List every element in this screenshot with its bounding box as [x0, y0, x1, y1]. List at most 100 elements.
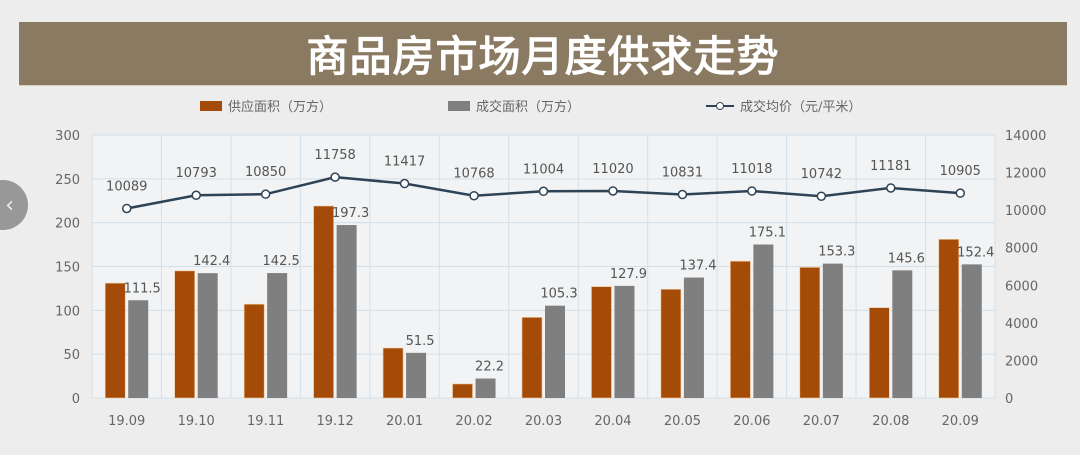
price-marker [469, 190, 479, 201]
x-axis-tick: 19.10 [178, 414, 215, 429]
price-marker [747, 186, 757, 196]
supply-bar [313, 205, 334, 399]
deal-bar [267, 273, 288, 398]
supply-bar [938, 239, 960, 399]
deal-bar [128, 300, 149, 398]
deal-bar [475, 378, 496, 398]
price-marker [955, 188, 966, 198]
right-axis-tick: 14000 [1005, 129, 1046, 144]
line-marker-icon [706, 100, 734, 112]
x-axis-tick: 20.05 [664, 414, 701, 429]
deal-bar [197, 273, 218, 398]
deal-data-label: 105.3 [540, 287, 577, 302]
supply-bar [521, 317, 543, 399]
legend-item-price: 成交均价（元/平米） [706, 96, 861, 115]
supply-bar [660, 288, 682, 399]
deal-data-label: 175.1 [749, 225, 786, 240]
x-axis-tick: 20.02 [455, 414, 492, 429]
deal-data-label: 137.4 [679, 259, 716, 274]
price-data-label: 11004 [523, 162, 564, 177]
right-axis-tick: 0 [1005, 392, 1013, 407]
price-data-label: 10793 [176, 166, 217, 181]
chart-legend: 供应面积（万方） 成交面积（万方） 成交均价（元/平米） [0, 96, 1080, 120]
deal-bar [892, 270, 913, 398]
price-data-label: 10850 [245, 165, 286, 180]
deal-bar [614, 285, 635, 398]
supply-bar [869, 307, 890, 399]
x-axis-tick: 19.09 [108, 414, 145, 429]
right-axis-tick: 10000 [1005, 204, 1046, 219]
price-marker [538, 186, 549, 197]
legend-label-deal: 成交面积（万方） [476, 100, 581, 115]
deal-data-label: 51.5 [406, 334, 435, 349]
left-axis-tick: 300 [55, 129, 80, 144]
deal-bar [753, 244, 774, 398]
supply-bar [730, 260, 751, 399]
x-axis-tick: 20.08 [872, 414, 909, 429]
legend-label-price: 成交均价（元/平米） [740, 100, 862, 115]
supply-swatch-icon [200, 100, 222, 111]
x-axis-tick: 20.04 [594, 414, 631, 429]
price-data-label: 11758 [314, 148, 355, 163]
price-data-label: 10831 [662, 166, 703, 181]
price-marker [608, 186, 618, 196]
price-marker [886, 183, 896, 193]
supply-bar [382, 347, 404, 399]
deal-data-label: 142.5 [263, 254, 300, 269]
deal-bar [336, 225, 357, 398]
deal-data-label: 153.3 [818, 245, 855, 260]
deal-bar [961, 264, 982, 398]
price-marker [330, 172, 340, 182]
x-axis-tick: 20.07 [803, 414, 840, 429]
x-axis-tick: 20.03 [525, 414, 562, 429]
price-marker [191, 190, 201, 200]
left-axis-tick: 0 [72, 392, 80, 407]
supply-bar [799, 267, 821, 399]
price-marker [260, 189, 271, 199]
right-axis-tick: 6000 [1005, 279, 1038, 294]
price-data-label: 11020 [592, 162, 633, 177]
price-marker [816, 191, 827, 201]
chart-title-banner: 商品房市场月度供求走势 [19, 22, 1067, 85]
deal-data-label: 197.3 [332, 206, 369, 221]
deal-bar [683, 277, 704, 398]
deal-data-label: 111.5 [124, 281, 161, 296]
supply-bar [174, 270, 195, 399]
price-data-label: 11018 [731, 162, 772, 177]
deal-bar [545, 305, 565, 398]
deal-data-label: 127.9 [610, 267, 647, 282]
x-axis-tick: 19.12 [317, 414, 354, 429]
deal-data-label: 145.6 [888, 251, 925, 266]
x-axis-tick: 20.09 [942, 414, 979, 429]
legend-item-deal: 成交面积（万方） [448, 96, 580, 115]
price-data-label: 10768 [453, 167, 494, 182]
right-axis-tick: 4000 [1005, 317, 1038, 332]
supply-bar [104, 282, 126, 399]
price-marker [121, 203, 132, 214]
price-data-label: 10089 [106, 179, 147, 194]
chevron-left-icon: ‹ [5, 192, 14, 218]
left-axis-tick: 200 [55, 217, 80, 232]
right-axis-tick: 2000 [1005, 354, 1038, 369]
deal-data-label: 152.4 [957, 245, 994, 260]
price-marker [399, 178, 410, 189]
price-data-label: 11417 [384, 155, 425, 170]
price-data-label: 10905 [940, 164, 981, 179]
left-axis-tick: 250 [55, 173, 80, 188]
x-axis-tick: 19.11 [247, 414, 284, 429]
supply-bar [243, 303, 265, 399]
x-axis-tick: 20.06 [733, 414, 770, 429]
supply-bar [591, 286, 612, 399]
deal-data-label: 22.2 [475, 360, 504, 375]
right-axis-tick: 12000 [1005, 167, 1046, 182]
left-axis-tick: 150 [55, 261, 80, 276]
deal-bar [406, 352, 427, 398]
price-data-label: 10742 [801, 167, 842, 182]
deal-data-label: 142.4 [193, 254, 230, 269]
supply-bar [452, 383, 473, 399]
right-axis-tick: 8000 [1005, 242, 1038, 257]
legend-label-supply: 供应面积（万方） [228, 100, 333, 115]
legend-item-supply: 供应面积（万方） [200, 96, 332, 115]
deal-swatch-icon [448, 100, 470, 111]
